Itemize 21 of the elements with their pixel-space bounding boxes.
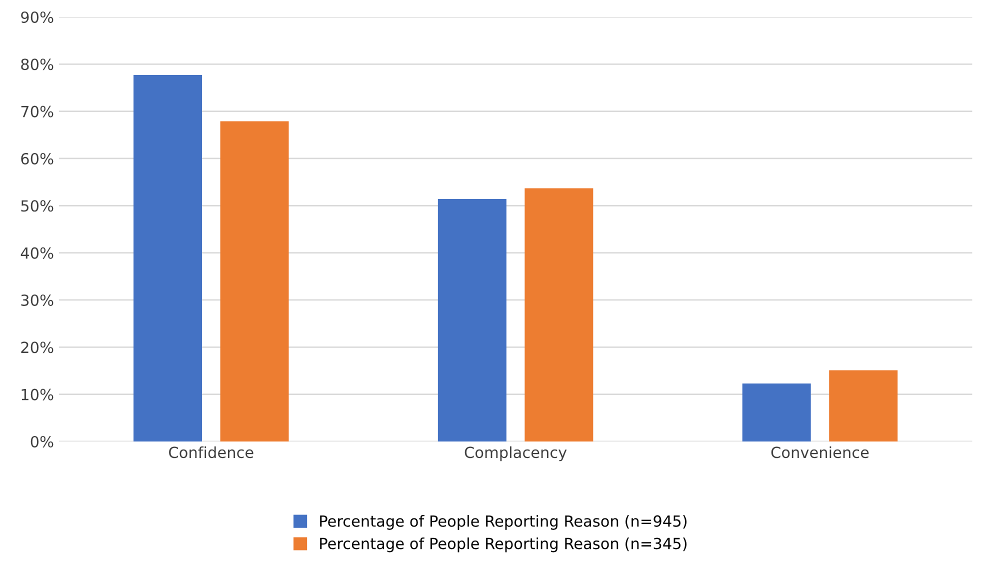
y-tick-label: 60%: [21, 152, 54, 164]
y-tick-label: 0%: [30, 436, 54, 448]
x-tick-label: Confidence: [169, 446, 254, 458]
x-tick-label: Convenience: [771, 446, 869, 458]
legend-label: Percentage of People Reporting Reason (n=945): [320, 515, 687, 530]
y-tick-label: 50%: [21, 200, 54, 212]
y-tick-label: 30%: [21, 294, 54, 306]
bar: [829, 370, 898, 442]
y-tick-label: 90%: [21, 11, 54, 23]
y-tick-label: 10%: [22, 388, 54, 400]
bar: [220, 121, 289, 442]
y-tick-label: 40%: [20, 247, 54, 259]
bar: [134, 74, 202, 442]
y-tick-label: 80%: [21, 58, 54, 70]
bar: [742, 383, 811, 442]
legend-label: Percentage of People Reporting Reason (n=345): [320, 537, 687, 552]
bar: [438, 199, 506, 442]
y-tick-label: 20%: [21, 342, 54, 354]
x-tick-label: Complacency: [464, 446, 567, 462]
y-tick-label: 70%: [21, 106, 54, 118]
bar: [524, 188, 594, 442]
